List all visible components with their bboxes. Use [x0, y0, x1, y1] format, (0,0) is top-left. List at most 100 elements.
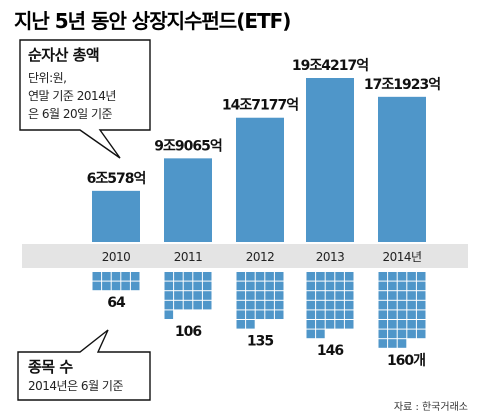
- count-square: [92, 272, 102, 281]
- count-square: [316, 329, 325, 339]
- count-square: [335, 310, 344, 319]
- count-square: [274, 272, 284, 281]
- count-square: [255, 300, 265, 310]
- count-square: [236, 272, 246, 281]
- count-square: [236, 320, 246, 329]
- count-square: [378, 281, 388, 291]
- source-note: 자료 : 한국거래소: [394, 401, 468, 413]
- count-value-label-0: 64: [107, 295, 126, 311]
- asset-bars: [92, 78, 426, 243]
- assets-callout-box: [19, 39, 151, 159]
- count-square: [316, 272, 325, 281]
- count-square: [416, 310, 426, 319]
- count-square: [92, 281, 102, 291]
- count-square: [193, 291, 202, 300]
- year-label-2: 2012: [246, 250, 275, 264]
- count-square: [236, 300, 246, 310]
- count-square: [164, 310, 174, 319]
- count-square: [344, 320, 354, 329]
- count-square: [378, 339, 388, 348]
- count-square: [388, 291, 397, 300]
- count-square: [246, 300, 255, 310]
- count-square: [102, 281, 111, 291]
- count-square: [344, 310, 354, 319]
- asset-bar-0: [92, 190, 140, 242]
- asset-bar-3: [306, 78, 354, 242]
- count-square: [316, 310, 325, 319]
- count-square: [102, 272, 111, 281]
- asset-value-label-4: 17조1923억: [364, 77, 440, 93]
- count-square: [316, 320, 325, 329]
- count-square: [174, 300, 183, 310]
- year-label-4: 2014년: [382, 250, 421, 264]
- count-square: [174, 291, 183, 300]
- count-square: [378, 329, 388, 339]
- count-square: [111, 281, 121, 291]
- asset-value-label-0: 6조578억: [87, 171, 146, 187]
- count-square: [316, 281, 325, 291]
- count-square: [325, 281, 335, 291]
- count-squares: [92, 272, 426, 348]
- count-square: [388, 300, 397, 310]
- count-square: [202, 300, 212, 310]
- count-square: [202, 272, 212, 281]
- count-square: [246, 310, 255, 319]
- count-square: [416, 329, 426, 339]
- count-square: [416, 291, 426, 300]
- count-square: [255, 310, 265, 319]
- count-callout-line-1: 2014년은 6월 기준: [28, 379, 123, 393]
- count-square: [407, 272, 416, 281]
- count-square: [335, 291, 344, 300]
- count-value-label-1: 106: [175, 324, 201, 340]
- count-square: [407, 281, 416, 291]
- count-square: [407, 320, 416, 329]
- count-callout-box: [17, 329, 151, 401]
- chart-title: 지난 5년 동안 상장지수펀드(ETF): [14, 9, 290, 33]
- count-square: [255, 291, 265, 300]
- assets-callout-heading: 순자산 총액: [28, 46, 99, 64]
- count-square: [306, 300, 316, 310]
- count-square: [388, 320, 397, 329]
- count-square: [246, 272, 255, 281]
- count-square: [325, 291, 335, 300]
- count-square: [265, 272, 274, 281]
- count-square: [344, 300, 354, 310]
- count-square: [274, 310, 284, 319]
- asset-bar-1: [164, 158, 212, 242]
- count-square: [255, 281, 265, 291]
- count-square: [416, 300, 426, 310]
- count-square: [335, 320, 344, 329]
- count-square: [265, 310, 274, 319]
- count-square: [325, 320, 335, 329]
- count-square: [378, 320, 388, 329]
- count-square: [193, 281, 202, 291]
- count-square: [236, 291, 246, 300]
- count-square: [325, 300, 335, 310]
- count-square: [397, 281, 407, 291]
- count-square: [335, 300, 344, 310]
- count-square: [388, 272, 397, 281]
- count-square: [306, 310, 316, 319]
- count-square: [378, 300, 388, 310]
- count-square: [130, 272, 140, 281]
- count-value-label-2: 135: [247, 334, 273, 350]
- count-square: [378, 291, 388, 300]
- count-square: [388, 329, 397, 339]
- asset-bar-4: [378, 96, 426, 243]
- count-square: [306, 281, 316, 291]
- count-square: [274, 300, 284, 310]
- count-square: [378, 310, 388, 319]
- year-labels: 2010 2011 2012 2013 2014년: [102, 250, 422, 264]
- count-square: [397, 291, 407, 300]
- count-square: [174, 272, 183, 281]
- count-square: [121, 272, 130, 281]
- count-square: [306, 329, 316, 339]
- count-square: [236, 310, 246, 319]
- count-value-label-4: 160개: [387, 353, 425, 369]
- count-square: [183, 291, 193, 300]
- count-square: [344, 272, 354, 281]
- count-square: [164, 291, 174, 300]
- count-square: [397, 310, 407, 319]
- count-square: [202, 281, 212, 291]
- count-square: [397, 320, 407, 329]
